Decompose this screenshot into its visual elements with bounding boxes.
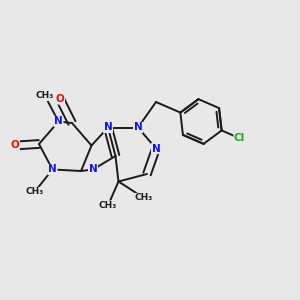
Text: N: N [152, 143, 160, 154]
Text: O: O [56, 94, 64, 104]
Text: CH₃: CH₃ [135, 194, 153, 202]
Text: N: N [103, 122, 112, 133]
Text: N: N [54, 116, 63, 127]
Text: O: O [11, 140, 20, 151]
Text: N: N [88, 164, 98, 175]
Text: CH₃: CH₃ [36, 92, 54, 100]
Text: CH₃: CH₃ [99, 201, 117, 210]
Text: Cl: Cl [234, 133, 245, 143]
Text: CH₃: CH₃ [26, 188, 44, 196]
Text: N: N [48, 164, 57, 175]
Text: N: N [134, 122, 142, 133]
